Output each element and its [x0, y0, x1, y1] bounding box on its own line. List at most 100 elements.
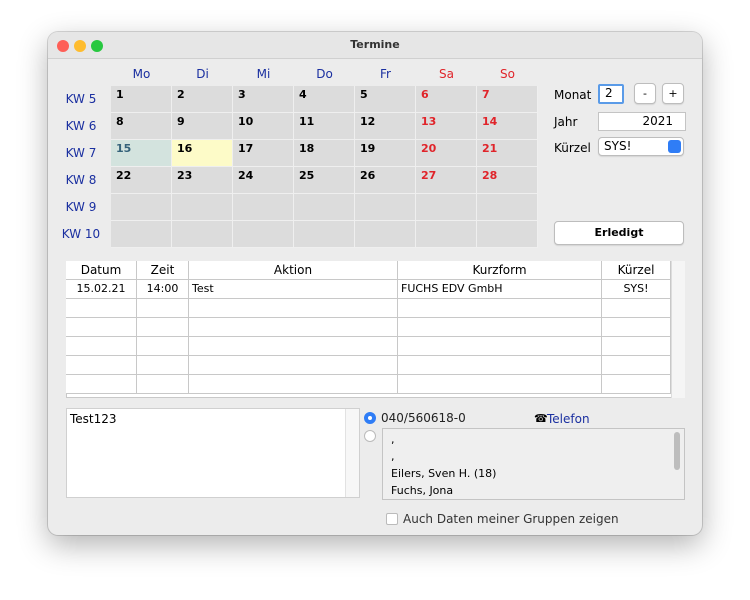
minus-button[interactable]: - — [634, 83, 656, 104]
minimize-button[interactable] — [74, 40, 86, 52]
column-header[interactable]: Kurzform — [398, 261, 602, 280]
calendar-day[interactable]: 15 — [111, 140, 172, 167]
table-cell[interactable]: 15.02.21 — [66, 280, 137, 299]
empty-cell[interactable] — [189, 318, 398, 337]
column-header[interactable]: Kürzel — [602, 261, 671, 280]
list-scrollbar-thumb[interactable] — [674, 432, 680, 470]
empty-cell[interactable] — [398, 337, 602, 356]
column-header[interactable]: Datum — [66, 261, 137, 280]
week-label: KW 5 — [65, 92, 97, 106]
jahr-input[interactable]: 2021 — [598, 112, 686, 131]
empty-cell[interactable] — [66, 375, 137, 394]
empty-cell[interactable] — [398, 299, 602, 318]
calendar-day[interactable]: 3 — [233, 86, 294, 113]
contact-entry[interactable]: , — [391, 433, 395, 446]
calendar-day[interactable]: 19 — [355, 140, 416, 167]
contact-entry[interactable]: Eilers, Sven H. (18) — [391, 467, 497, 480]
calendar-day[interactable]: 14 — [477, 113, 538, 140]
week-label: KW 6 — [65, 119, 97, 133]
empty-cell[interactable] — [137, 299, 189, 318]
weekday-label: Di — [196, 67, 209, 81]
plus-button[interactable]: + — [662, 83, 684, 104]
close-button[interactable] — [57, 40, 69, 52]
calendar-day[interactable] — [233, 194, 294, 221]
zoom-button[interactable] — [91, 40, 103, 52]
empty-cell[interactable] — [189, 356, 398, 375]
calendar-day[interactable]: 28 — [477, 167, 538, 194]
empty-cell[interactable] — [602, 375, 671, 394]
empty-cell[interactable] — [189, 375, 398, 394]
calendar-day[interactable]: 21 — [477, 140, 538, 167]
calendar-day[interactable] — [294, 221, 355, 248]
contact-entry[interactable]: Fuchs, Jona — [391, 484, 454, 497]
empty-cell[interactable] — [602, 356, 671, 375]
calendar-day[interactable]: 24 — [233, 167, 294, 194]
calendar-day[interactable]: 13 — [416, 113, 477, 140]
table-cell[interactable]: SYS! — [602, 280, 671, 299]
calendar-day[interactable]: 16 — [172, 140, 233, 167]
calendar-day[interactable] — [172, 221, 233, 248]
calendar-day[interactable]: 25 — [294, 167, 355, 194]
empty-cell[interactable] — [66, 318, 137, 337]
calendar-day[interactable]: 27 — [416, 167, 477, 194]
empty-cell[interactable] — [398, 356, 602, 375]
calendar-day[interactable]: 6 — [416, 86, 477, 113]
calendar-day[interactable]: 1 — [111, 86, 172, 113]
calendar-day[interactable]: 11 — [294, 113, 355, 140]
calendar-day[interactable] — [416, 221, 477, 248]
empty-cell[interactable] — [189, 337, 398, 356]
calendar-day[interactable] — [355, 221, 416, 248]
empty-cell[interactable] — [137, 337, 189, 356]
radio-phone[interactable] — [364, 412, 376, 424]
column-header[interactable]: Zeit — [137, 261, 189, 280]
empty-cell[interactable] — [137, 318, 189, 337]
empty-cell[interactable] — [398, 375, 602, 394]
calendar-day[interactable]: 23 — [172, 167, 233, 194]
empty-cell[interactable] — [602, 299, 671, 318]
empty-cell[interactable] — [602, 337, 671, 356]
kuerzel-select[interactable]: SYS! — [598, 137, 684, 156]
empty-cell[interactable] — [66, 337, 137, 356]
empty-cell[interactable] — [137, 375, 189, 394]
empty-cell[interactable] — [189, 299, 398, 318]
table-cell[interactable]: FUCHS EDV GmbH — [398, 280, 602, 299]
calendar-day[interactable]: 8 — [111, 113, 172, 140]
calendar-day[interactable]: 10 — [233, 113, 294, 140]
monat-label: Monat — [554, 88, 592, 102]
empty-cell[interactable] — [602, 318, 671, 337]
calendar-day[interactable] — [233, 221, 294, 248]
calendar-day[interactable]: 4 — [294, 86, 355, 113]
table-cell[interactable]: Test — [189, 280, 398, 299]
calendar-day[interactable]: 18 — [294, 140, 355, 167]
calendar-day[interactable]: 9 — [172, 113, 233, 140]
calendar-day[interactable] — [111, 194, 172, 221]
calendar-day[interactable] — [294, 194, 355, 221]
calendar-day[interactable]: 20 — [416, 140, 477, 167]
contact-list: ,, Eilers, Sven H. (18) Fuchs, Jona — [382, 428, 685, 500]
empty-cell[interactable] — [66, 356, 137, 375]
calendar-day[interactable]: 5 — [355, 86, 416, 113]
calendar-day[interactable]: 2 — [172, 86, 233, 113]
calendar-day[interactable] — [111, 221, 172, 248]
calendar-day[interactable] — [477, 221, 538, 248]
calendar-day[interactable]: 7 — [477, 86, 538, 113]
calendar-day[interactable] — [477, 194, 538, 221]
group-checkbox[interactable] — [386, 513, 398, 525]
calendar-day[interactable] — [172, 194, 233, 221]
empty-cell[interactable] — [398, 318, 602, 337]
radio-entry[interactable] — [364, 430, 376, 442]
notes-area[interactable]: Test123 — [66, 408, 360, 498]
calendar-day[interactable]: 26 — [355, 167, 416, 194]
calendar-day[interactable]: 17 — [233, 140, 294, 167]
erledigt-button[interactable]: Erledigt — [554, 221, 684, 245]
calendar-day[interactable] — [416, 194, 477, 221]
calendar-day[interactable] — [355, 194, 416, 221]
calendar-day[interactable]: 22 — [111, 167, 172, 194]
column-header[interactable]: Aktion — [189, 261, 398, 280]
monat-input[interactable]: 2 — [598, 84, 624, 104]
calendar-day[interactable]: 12 — [355, 113, 416, 140]
empty-cell[interactable] — [66, 299, 137, 318]
contact-entry[interactable]: , — [391, 450, 395, 463]
empty-cell[interactable] — [137, 356, 189, 375]
table-cell[interactable]: 14:00 — [137, 280, 189, 299]
